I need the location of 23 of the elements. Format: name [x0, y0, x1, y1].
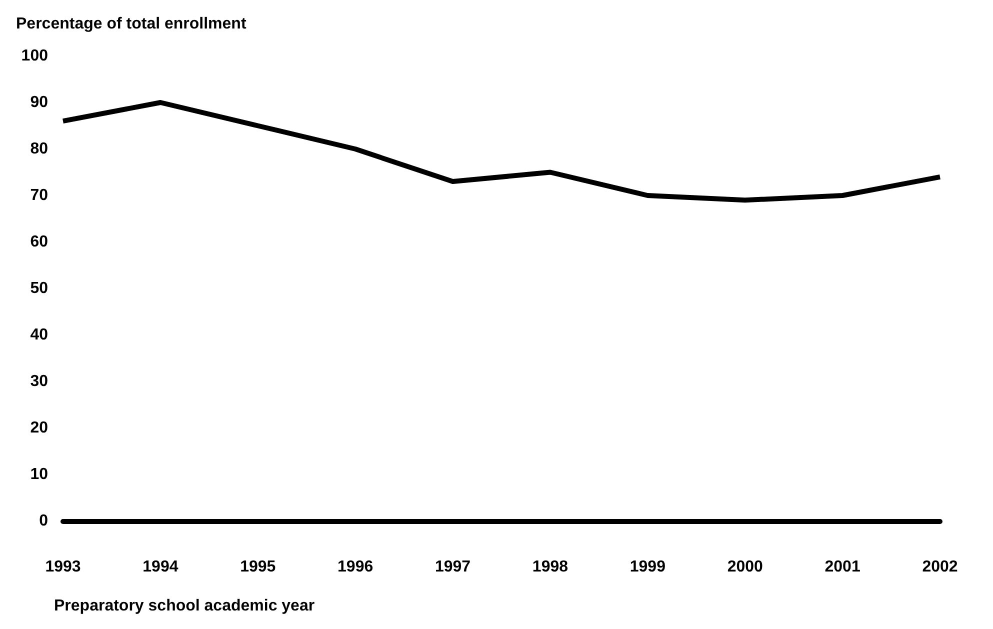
y-tick-label: 90	[30, 94, 48, 111]
y-tick-label: 80	[30, 140, 48, 158]
x-tick-label: 1999	[630, 558, 666, 576]
y-tick-label: 30	[30, 373, 48, 390]
x-axis-title: Preparatory school academic year	[54, 598, 315, 614]
x-tick-label: 1996	[338, 558, 374, 576]
x-tick-label: 1993	[45, 558, 81, 576]
y-axis-title: Percentage of total enrollment	[16, 16, 247, 32]
x-tick-label: 2000	[727, 558, 764, 576]
x-tick-label: 1995	[240, 558, 276, 576]
y-tick-label: 40	[30, 326, 48, 344]
y-tick-label: 10	[30, 466, 48, 483]
y-tick-label: 20	[30, 420, 48, 436]
x-tick-label: 2001	[824, 558, 860, 576]
x-tick-label: 1997	[434, 558, 471, 576]
x-tick-label: 1994	[142, 558, 178, 576]
x-tick-label: 2002	[922, 558, 958, 576]
y-tick-label: 70	[30, 187, 48, 204]
y-tick-label: 60	[30, 234, 48, 250]
y-tick-label: 50	[30, 280, 48, 297]
x-tick-label: 1998	[532, 558, 568, 576]
y-tick-label: 100	[21, 48, 48, 64]
y-tick-label: 0	[39, 512, 48, 530]
